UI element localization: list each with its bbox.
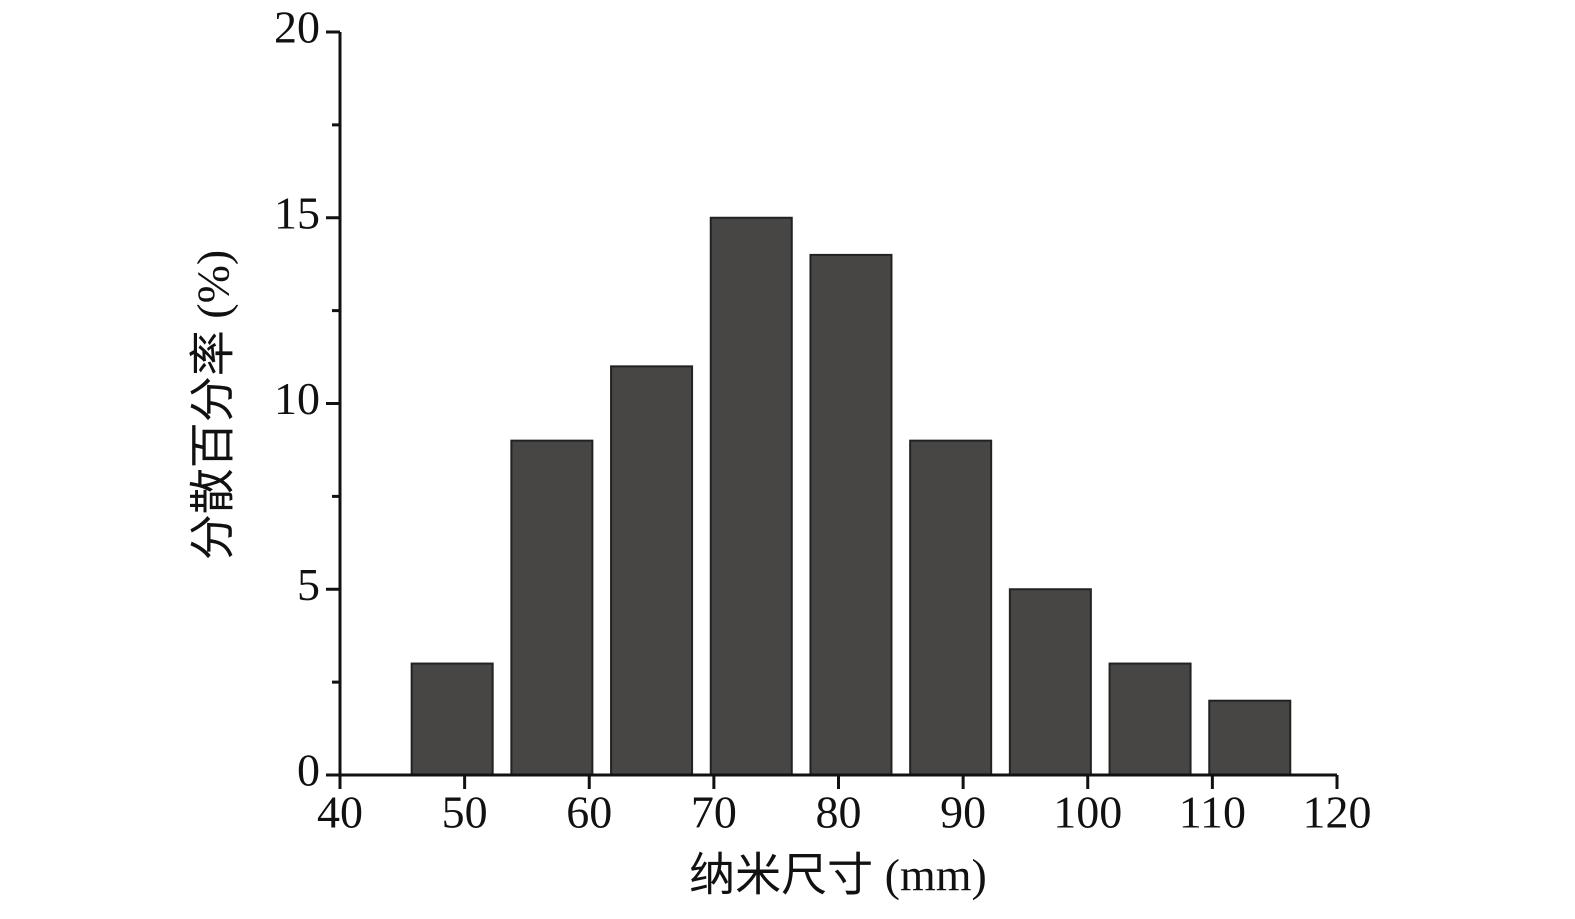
x-tick-label: 80 (816, 787, 862, 838)
y-tick-label: 10 (274, 373, 320, 424)
y-axis-title: 分散百分率 (%) (188, 250, 239, 560)
bar (410, 662, 494, 776)
y-tick-label: 20 (274, 2, 320, 53)
x-tick-label: 120 (1303, 787, 1372, 838)
bar (1208, 699, 1292, 777)
bar (510, 439, 594, 776)
bar (1008, 588, 1092, 776)
x-tick-label: 60 (566, 787, 612, 838)
bar (709, 216, 793, 776)
x-tick-label: 70 (691, 787, 737, 838)
y-tick-label: 5 (297, 559, 320, 610)
x-tick-label: 90 (940, 787, 986, 838)
x-tick-label: 110 (1179, 787, 1246, 838)
bar (809, 253, 893, 776)
y-tick-label: 15 (274, 187, 320, 238)
bar (1108, 662, 1192, 776)
x-tick-label: 40 (317, 787, 363, 838)
x-tick-label: 50 (442, 787, 488, 838)
bar (909, 439, 993, 776)
y-tick-label: 0 (297, 745, 320, 796)
bar (610, 365, 694, 776)
x-tick-label: 100 (1053, 787, 1122, 838)
x-axis-title: 纳米尺寸 (mm) (689, 850, 987, 901)
